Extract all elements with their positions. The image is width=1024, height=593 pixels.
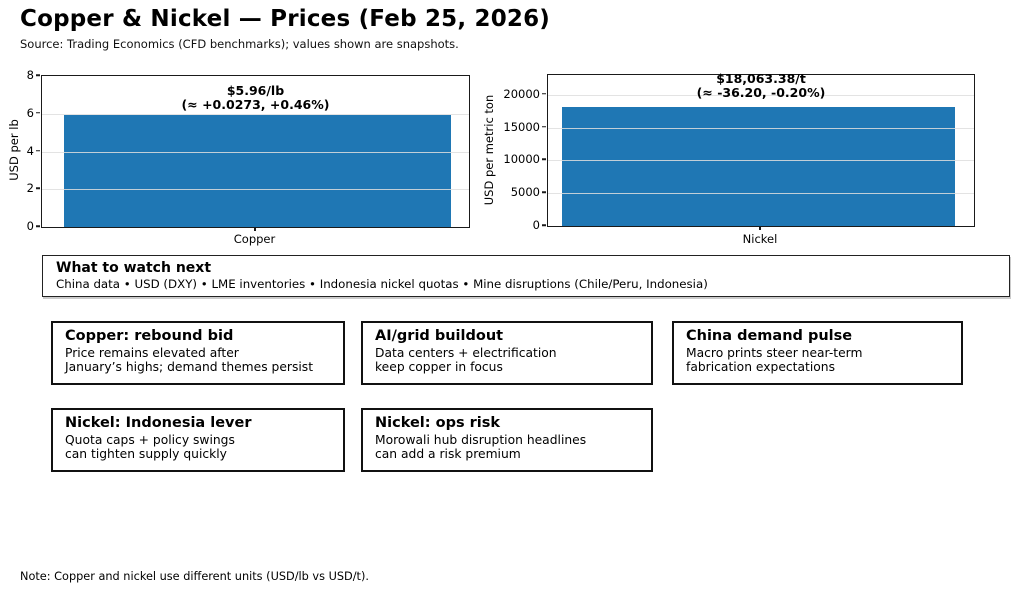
y-tick-mark xyxy=(36,225,40,227)
y-tick-mark xyxy=(542,224,546,226)
nickel-plot-area: $18,063.38/t (≈ -36.20, -0.20%) xyxy=(547,72,975,227)
x-tick-mark xyxy=(759,226,761,230)
copper-bar xyxy=(64,114,451,227)
card-line: Quota caps + policy swings xyxy=(65,433,235,447)
gridline xyxy=(548,127,974,129)
footnote: Note: Copper and nickel use different un… xyxy=(20,570,369,583)
gridline xyxy=(548,94,974,96)
watch-next-body: China data • USD (DXY) • LME inventories… xyxy=(56,277,708,291)
card-title: China demand pulse xyxy=(686,328,853,344)
x-tick-mark xyxy=(254,227,256,231)
copper-change: (≈ +0.0273, +0.46%) xyxy=(181,97,330,112)
nickel-bar xyxy=(562,107,955,226)
card-china-demand: China demand pulse Macro prints steer ne… xyxy=(672,321,963,385)
y-tick-label: 5000 xyxy=(510,185,540,200)
card-title: Nickel: Indonesia lever xyxy=(65,415,252,431)
nickel-change: (≈ -36.20, -0.20%) xyxy=(696,85,826,100)
copper-x-tick-label: Copper xyxy=(233,232,276,246)
y-tick-label: 2 xyxy=(26,181,34,196)
card-line: fabrication expectations xyxy=(686,360,835,374)
card-line: Morowali hub disruption headlines xyxy=(375,433,587,447)
y-tick-mark xyxy=(36,149,40,152)
card-nickel-ops-risk: Nickel: ops risk Morowali hub disruption… xyxy=(361,408,653,472)
card-line: Price remains elevated after xyxy=(65,346,239,360)
nickel-x-tick-label: Nickel xyxy=(742,232,778,246)
card-line: keep copper in focus xyxy=(375,360,503,374)
copper-y-tick-labels: 8 6 4 2 0 xyxy=(0,68,34,233)
page-title: Copper & Nickel — Prices (Feb 25, 2026) xyxy=(20,6,551,32)
card-line: can tighten supply quickly xyxy=(65,447,227,461)
page-subtitle: Source: Trading Economics (CFD benchmark… xyxy=(20,37,459,51)
y-tick-label: 15000 xyxy=(503,119,540,134)
y-tick-mark xyxy=(36,74,40,76)
card-ai-grid-buildout: AI/grid buildout Data centers + electrif… xyxy=(361,321,653,385)
copper-price: $5.96/lb xyxy=(226,83,285,98)
y-tick-label: 20000 xyxy=(503,86,540,101)
y-tick-mark xyxy=(36,187,40,189)
card-line: January’s highs; demand themes persist xyxy=(65,360,314,374)
y-tick-mark xyxy=(542,125,546,128)
y-tick-label: 8 xyxy=(26,68,34,82)
y-tick-label: 10000 xyxy=(503,152,540,167)
nickel-y-tick-labels: 20000 15000 10000 5000 0 xyxy=(495,74,540,232)
card-nickel-indonesia: Nickel: Indonesia lever Quota caps + pol… xyxy=(51,408,345,472)
card-title: Copper: rebound bid xyxy=(65,328,234,344)
nickel-price: $18,063.38/t xyxy=(716,71,806,86)
card-line: Macro prints steer near-term xyxy=(686,346,863,360)
y-tick-mark xyxy=(542,191,546,193)
gridline xyxy=(42,189,469,191)
y-tick-label: 6 xyxy=(26,105,34,120)
card-copper-rebound: Copper: rebound bid Price remains elevat… xyxy=(51,321,345,385)
card-title: AI/grid buildout xyxy=(375,328,504,344)
card-line: Data centers + electrification xyxy=(375,346,557,360)
y-tick-mark xyxy=(542,158,546,161)
nickel-y-axis-label: USD per metric ton xyxy=(482,94,496,206)
copper-plot-area: $5.96/lb (≈ +0.0273, +0.46%) xyxy=(41,75,470,228)
y-tick-mark xyxy=(36,112,40,114)
y-tick-label: 4 xyxy=(26,143,34,158)
gridline xyxy=(548,193,974,195)
y-tick-label: 0 xyxy=(532,218,540,232)
card-title: Nickel: ops risk xyxy=(375,415,501,431)
copper-value-annotation: $5.96/lb (≈ +0.0273, +0.46%) xyxy=(42,84,469,112)
y-tick-label: 0 xyxy=(26,219,34,233)
nickel-value-annotation: $18,063.38/t (≈ -36.20, -0.20%) xyxy=(548,72,974,100)
gridline xyxy=(548,160,974,162)
card-line: can add a risk premium xyxy=(375,447,521,461)
watch-next-title: What to watch next xyxy=(56,260,212,276)
gridline xyxy=(42,113,469,115)
y-tick-mark xyxy=(542,92,546,95)
gridline xyxy=(42,151,469,153)
watch-next-box: What to watch next China data • USD (DXY… xyxy=(42,255,1010,297)
